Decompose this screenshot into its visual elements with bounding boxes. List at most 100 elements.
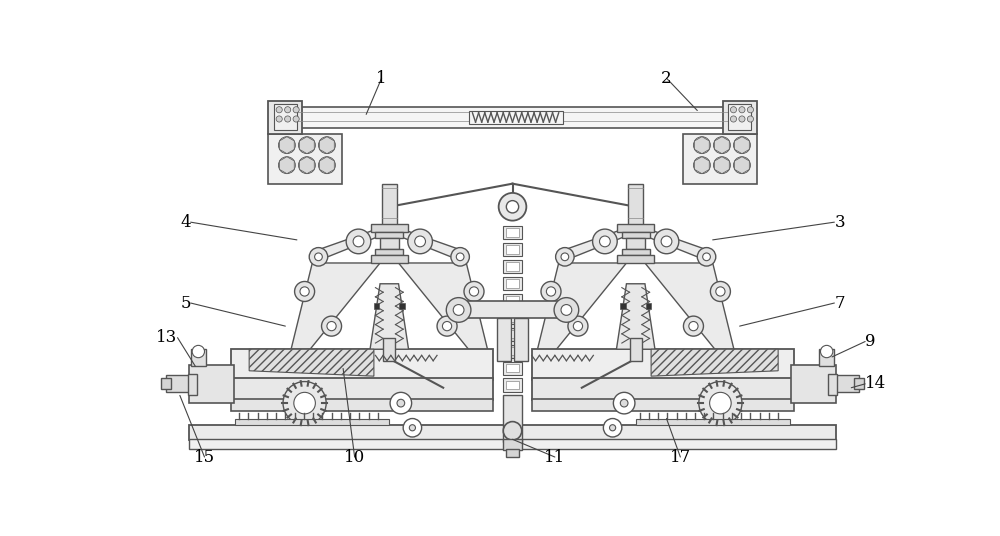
Circle shape: [408, 229, 432, 254]
Text: 9: 9: [865, 333, 876, 350]
Bar: [503, 277, 522, 290]
Circle shape: [733, 137, 750, 154]
Circle shape: [276, 116, 282, 122]
Bar: [636, 419, 790, 425]
Circle shape: [192, 345, 205, 358]
Bar: [617, 225, 654, 232]
Circle shape: [554, 297, 579, 322]
Circle shape: [661, 236, 672, 247]
Bar: [374, 303, 379, 309]
Polygon shape: [536, 263, 626, 361]
Circle shape: [327, 322, 336, 331]
Bar: [506, 364, 519, 373]
Circle shape: [453, 304, 464, 315]
Bar: [189, 364, 234, 403]
Circle shape: [593, 229, 617, 254]
Circle shape: [415, 236, 425, 247]
Circle shape: [298, 137, 315, 154]
Bar: [532, 378, 794, 400]
Circle shape: [693, 137, 710, 154]
Bar: [231, 398, 493, 411]
Bar: [188, 374, 197, 396]
Bar: [235, 419, 389, 425]
Circle shape: [437, 316, 457, 336]
Bar: [469, 111, 563, 124]
Circle shape: [703, 253, 710, 260]
Circle shape: [620, 399, 628, 407]
Bar: [506, 347, 519, 355]
Polygon shape: [645, 263, 736, 361]
Bar: [506, 313, 519, 322]
Bar: [506, 262, 519, 271]
Bar: [503, 243, 522, 256]
Circle shape: [561, 253, 569, 260]
Bar: [532, 349, 794, 380]
Circle shape: [556, 248, 574, 266]
Circle shape: [693, 157, 710, 174]
Circle shape: [446, 297, 471, 322]
Circle shape: [697, 248, 716, 266]
Polygon shape: [559, 226, 632, 263]
Bar: [532, 398, 794, 411]
Circle shape: [295, 281, 315, 301]
Circle shape: [469, 287, 479, 296]
Bar: [728, 105, 751, 130]
Circle shape: [747, 107, 754, 113]
Circle shape: [654, 229, 679, 254]
Circle shape: [730, 107, 737, 113]
Circle shape: [442, 322, 452, 331]
Circle shape: [733, 157, 750, 174]
Circle shape: [285, 116, 291, 122]
Text: 14: 14: [865, 375, 886, 392]
Circle shape: [710, 281, 730, 301]
Bar: [383, 338, 395, 361]
Circle shape: [713, 137, 730, 154]
Bar: [620, 303, 626, 309]
Bar: [399, 303, 405, 309]
Bar: [380, 239, 399, 249]
Bar: [503, 294, 522, 307]
Bar: [375, 232, 403, 239]
Circle shape: [294, 392, 315, 414]
Polygon shape: [735, 137, 749, 154]
Bar: [622, 232, 650, 239]
Bar: [626, 239, 645, 249]
Circle shape: [503, 422, 522, 440]
Circle shape: [610, 425, 616, 431]
Polygon shape: [312, 226, 385, 263]
Bar: [191, 349, 206, 366]
Bar: [646, 303, 651, 309]
Circle shape: [315, 253, 322, 260]
Circle shape: [300, 287, 309, 296]
Text: 17: 17: [670, 449, 691, 466]
Text: 15: 15: [194, 449, 215, 466]
Circle shape: [456, 253, 464, 260]
Polygon shape: [280, 137, 294, 154]
Bar: [503, 345, 522, 358]
Circle shape: [546, 287, 556, 296]
Circle shape: [561, 304, 572, 315]
Bar: [819, 349, 834, 366]
Bar: [506, 381, 519, 389]
Text: 11: 11: [544, 449, 565, 466]
Bar: [503, 362, 522, 375]
Bar: [622, 249, 650, 255]
Polygon shape: [695, 157, 709, 174]
Circle shape: [409, 425, 415, 431]
Circle shape: [451, 248, 469, 266]
Text: 7: 7: [834, 294, 845, 311]
Bar: [375, 249, 403, 255]
Polygon shape: [320, 157, 334, 174]
Circle shape: [397, 399, 405, 407]
Circle shape: [710, 392, 731, 414]
Bar: [503, 260, 522, 273]
Bar: [459, 301, 566, 318]
Circle shape: [603, 419, 622, 437]
Polygon shape: [715, 137, 729, 154]
Bar: [371, 225, 408, 232]
Bar: [382, 184, 397, 226]
Bar: [166, 375, 191, 392]
Bar: [506, 245, 519, 254]
Bar: [268, 133, 342, 184]
Circle shape: [346, 229, 371, 254]
